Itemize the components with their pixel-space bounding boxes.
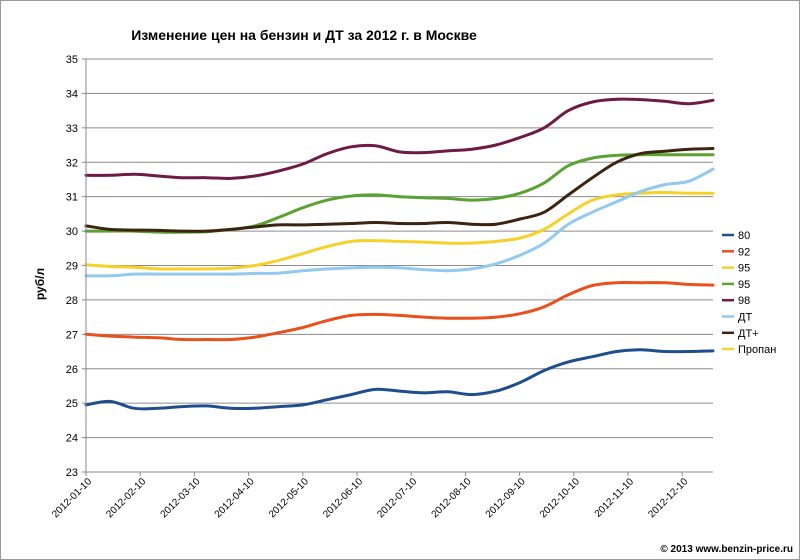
- x-tick-label: 2012-02-10: [104, 476, 148, 520]
- legend-label: 80: [738, 230, 750, 242]
- y-tick-label: 30: [66, 226, 78, 238]
- legend-label: 98: [738, 295, 750, 307]
- x-tick-label: 2012-12-10: [646, 476, 690, 520]
- series-line-6: [84, 147, 715, 233]
- y-tick-label: 34: [66, 88, 78, 100]
- y-tick-label: 35: [66, 54, 78, 66]
- x-tick-label: 2012-08-10: [430, 476, 474, 520]
- series-line-2: [84, 191, 715, 271]
- x-tick-label: 2012-06-10: [321, 476, 365, 520]
- series-line-1: [84, 280, 715, 342]
- legend-label: 92: [738, 246, 750, 258]
- legend-label: 95: [738, 263, 750, 275]
- y-tick-label: 24: [66, 433, 78, 445]
- legend-label: ДТ+: [738, 328, 759, 340]
- y-tick-label: 29: [66, 261, 78, 273]
- chart-title: Изменение цен на бензин и ДТ за 2012 г. …: [131, 27, 477, 43]
- x-tick-label: 2012-01-10: [50, 476, 94, 520]
- y-tick-label: 28: [66, 295, 78, 307]
- gridlines: [86, 58, 713, 473]
- copyright-text: © 2013 www.benzin-price.ru: [660, 544, 793, 555]
- x-tick-label: 2012-11-10: [593, 476, 637, 520]
- y-tick-label: 31: [66, 192, 78, 204]
- y-tick-label: 23: [66, 467, 78, 479]
- x-tick-label: 2012-03-10: [159, 476, 203, 520]
- series-lines: [84, 97, 715, 411]
- legend: 80 92 95 95 98 ДТ ДТ+ Пропан: [722, 230, 776, 356]
- y-tick-label: 33: [66, 123, 78, 135]
- series-line-5: [84, 167, 715, 278]
- x-tick-label: 2012-10-10: [538, 476, 582, 520]
- legend-label: ДТ: [738, 312, 752, 324]
- y-tick-label: 27: [66, 329, 78, 341]
- x-axis-ticks: 2012-01-10 2012-02-10 2012-03-10 2012-04-10…: [50, 472, 691, 520]
- series-line-4: [84, 97, 715, 180]
- legend-label: 95: [738, 279, 750, 291]
- x-tick-label: 2012-07-10: [375, 476, 419, 520]
- series-line-0: [84, 348, 715, 411]
- x-tick-label: 2012-04-10: [213, 476, 257, 520]
- y-axis-ticks: 23 24 25 26 27 28 29 30 31 32 33 34 35: [66, 54, 86, 479]
- y-tick-label: 32: [66, 157, 78, 169]
- x-tick-label: 2012-05-10: [267, 476, 311, 520]
- x-tick-label: 2012-09-10: [484, 476, 528, 520]
- legend-label: Пропан: [738, 344, 776, 356]
- y-tick-label: 25: [66, 398, 78, 410]
- y-tick-label: 26: [66, 364, 78, 376]
- y-axis-label: руб/л: [33, 268, 47, 300]
